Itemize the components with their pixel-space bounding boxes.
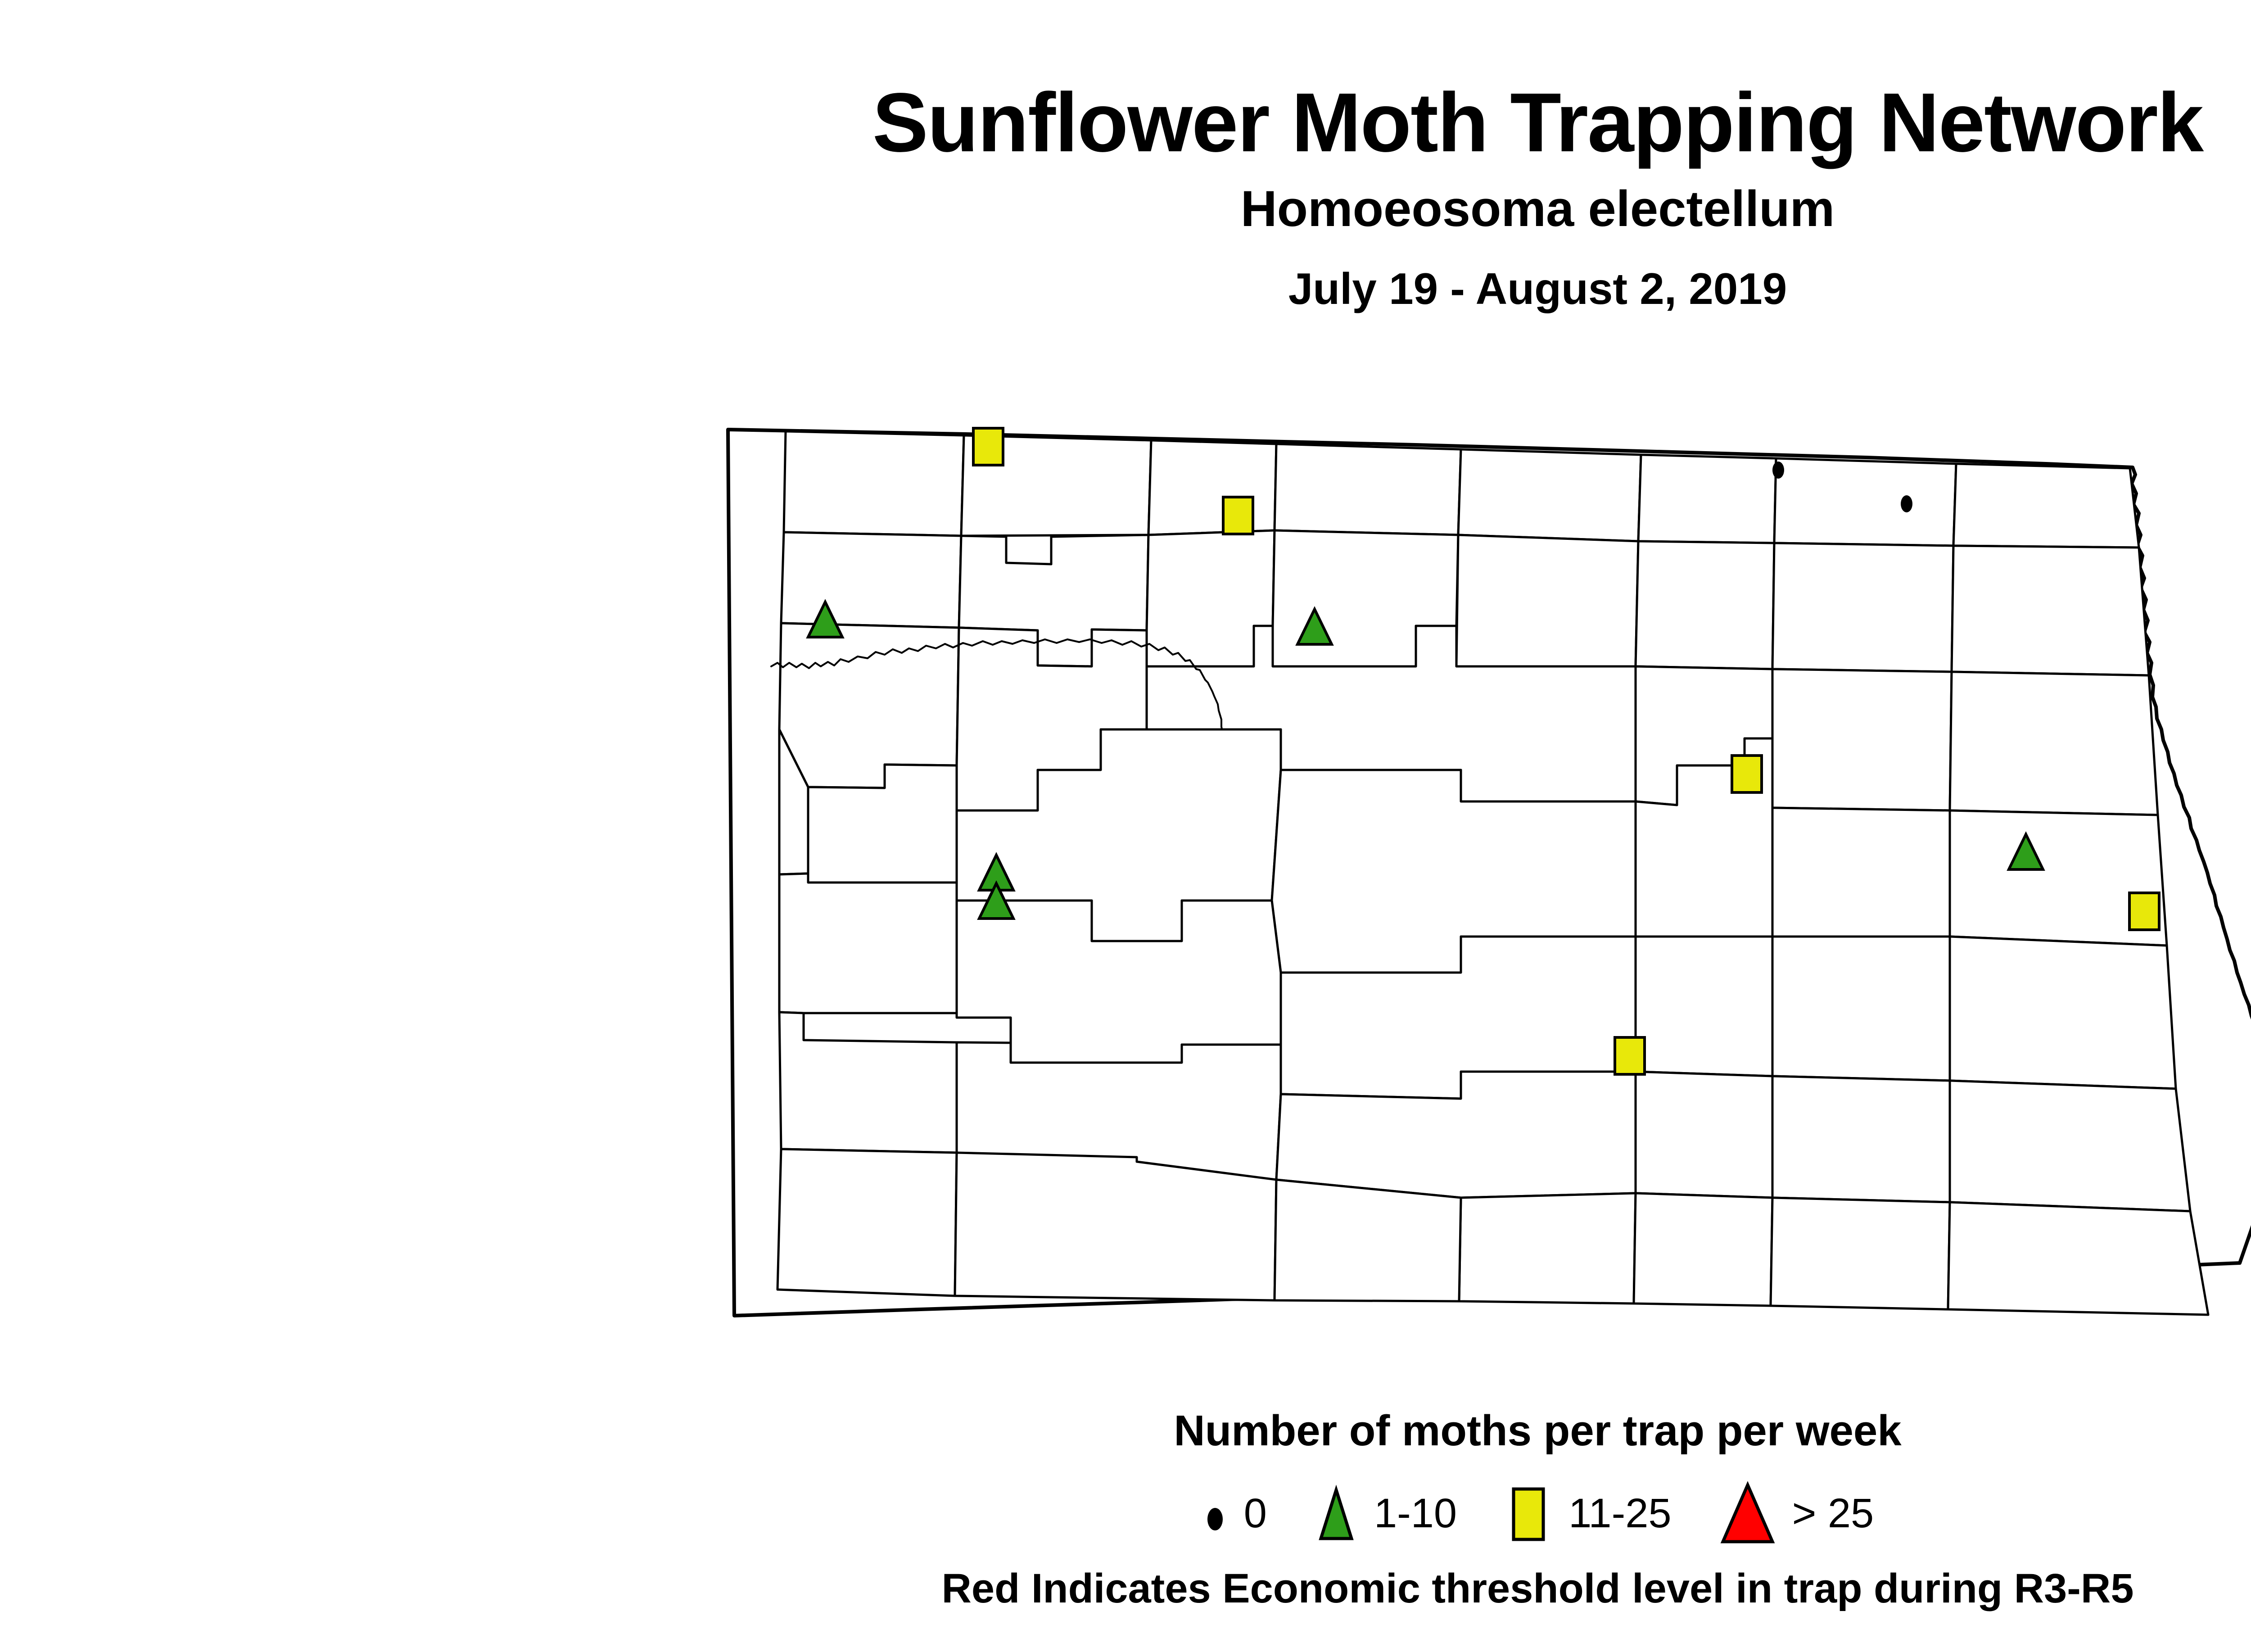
trap-marker-11-25[interactable] [1614, 1036, 1646, 1076]
legend-label-zero: 0 [1243, 1490, 1267, 1536]
trap-marker-1-10[interactable] [1295, 606, 1334, 646]
trap-marker-11-25[interactable] [1222, 496, 1254, 535]
trap-markers-layer[interactable] [806, 427, 2161, 1076]
trap-marker-0[interactable] [1901, 495, 1912, 512]
black-dot-icon [1207, 1508, 1223, 1530]
trap-marker-1-10[interactable] [806, 599, 845, 638]
trap-marker-1-10[interactable] [2007, 831, 2045, 871]
north-dakota-county-map[interactable] [696, 414, 2251, 1373]
legend-block: Number of moths per trap per week 0 1-10… [0, 1407, 2251, 1611]
legend-item-zero[interactable]: 0 [1202, 1489, 1267, 1538]
trap-marker-11-25[interactable] [1731, 754, 1763, 794]
legend-footer-note: Red Indicates Economic threshold level i… [941, 1566, 2134, 1611]
legend-label-low: 1-10 [1374, 1490, 1457, 1536]
green-triangle-icon [1319, 1485, 1354, 1540]
trap-marker-1-10[interactable] [977, 880, 1016, 920]
trap-marker-0[interactable] [1772, 462, 1784, 479]
legend-item-high[interactable]: > 25 [1718, 1480, 1874, 1547]
yellow-square-icon [1512, 1487, 1545, 1541]
trap-marker-11-25[interactable] [972, 427, 1004, 466]
legend-item-low[interactable]: 1-10 [1314, 1482, 1457, 1545]
species-subtitle: Homoeosoma electellum [1240, 181, 1835, 237]
legend-item-medium[interactable]: 11-25 [1504, 1482, 1672, 1545]
date-range-subtitle: July 19 - August 2, 2019 [1288, 264, 1787, 313]
trap-marker-11-25[interactable] [2128, 892, 2161, 931]
legend-label-high: > 25 [1792, 1490, 1874, 1536]
county-boundaries [726, 428, 2251, 1317]
title-block: Sunflower Moth Trapping Network Homoeoso… [0, 81, 2251, 311]
legend-label-medium: 11-25 [1568, 1490, 1672, 1536]
legend-row: 0 1-10 11-25 > 25 [0, 1480, 2251, 1547]
red-triangle-icon [1720, 1481, 1775, 1543]
legend-heading: Number of moths per trap per week [1174, 1407, 1902, 1455]
page-title: Sunflower Moth Trapping Network [872, 76, 2204, 169]
